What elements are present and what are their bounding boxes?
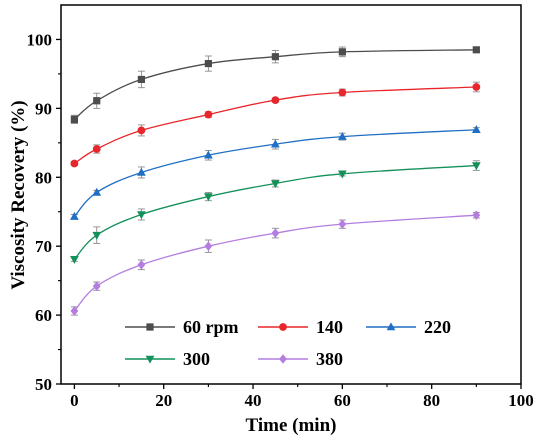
data-point (93, 97, 101, 105)
data-point (338, 88, 347, 97)
plot-area-frame (60, 4, 522, 385)
data-point (137, 75, 145, 84)
legend-item-380: 380 (258, 349, 343, 369)
series-140 (70, 81, 481, 168)
x-tick-label: 20 (155, 391, 172, 410)
legend-marker (145, 355, 155, 364)
y-tick-label: 80 (35, 168, 52, 187)
axis-tick-labels: 0 20 40 60 80 100 50 60 70 80 90 100 (27, 30, 534, 410)
x-tick-label: 40 (245, 391, 262, 410)
data-point (338, 219, 347, 229)
legend-item-140: 140 (258, 317, 343, 337)
legend: 60 rpm 140 220 300 380 (125, 317, 451, 369)
x-axis-title: Time (min) (246, 415, 337, 436)
legend-label: 140 (316, 317, 343, 337)
data-point (472, 210, 481, 220)
x-tick-label: 60 (334, 391, 351, 410)
data-point (70, 306, 79, 316)
series-60-rpm (70, 46, 480, 124)
data-point (92, 231, 102, 240)
data-point (92, 145, 101, 153)
x-tick-label: 80 (423, 391, 440, 410)
data-point (92, 187, 102, 196)
legend-item-220: 220 (366, 317, 451, 337)
data-point (70, 255, 79, 264)
series-380 (70, 210, 481, 316)
y-tick-label: 50 (35, 375, 52, 394)
data-point (271, 228, 280, 238)
legend-label: 220 (424, 317, 451, 337)
data-series-layer (70, 46, 481, 316)
data-point (204, 59, 212, 68)
legend-marker (146, 323, 154, 331)
data-point (338, 170, 347, 179)
data-point (471, 162, 481, 171)
y-tick-label: 70 (35, 237, 52, 256)
legend-label: 300 (183, 349, 210, 369)
data-point (471, 125, 481, 134)
data-point (137, 167, 146, 176)
data-point (70, 115, 78, 123)
legend-label: 60 rpm (183, 317, 239, 337)
data-point (137, 126, 146, 135)
legend-label: 380 (316, 349, 343, 369)
data-point (271, 180, 280, 189)
x-tick-label: 100 (508, 391, 534, 410)
data-point (472, 83, 481, 91)
y-axis-title: Viscosity Recovery (%) (8, 100, 29, 289)
data-point (472, 46, 480, 54)
data-point (92, 281, 101, 291)
legend-marker (279, 323, 287, 331)
legend-item-300: 300 (125, 349, 210, 369)
data-point (271, 53, 279, 61)
data-point (70, 211, 79, 220)
data-point (137, 211, 146, 220)
legend-marker (386, 322, 396, 331)
data-point (204, 193, 213, 202)
y-tick-label: 60 (35, 306, 52, 325)
data-point (204, 110, 213, 119)
series-300 (70, 160, 481, 264)
data-point (70, 159, 79, 168)
data-point (338, 131, 347, 140)
x-tick-label: 0 (70, 391, 79, 410)
legend-marker (279, 354, 287, 364)
data-point (204, 150, 213, 159)
y-tick-label: 100 (27, 30, 53, 49)
series-220 (70, 125, 481, 220)
y-tick-label: 90 (35, 99, 52, 118)
data-point (137, 259, 146, 270)
data-point (271, 139, 280, 148)
data-point (271, 96, 280, 104)
data-point (204, 241, 213, 251)
data-point (338, 48, 346, 56)
legend-item-60-rpm: 60 rpm (125, 317, 239, 337)
axis-ticks (56, 38, 522, 389)
